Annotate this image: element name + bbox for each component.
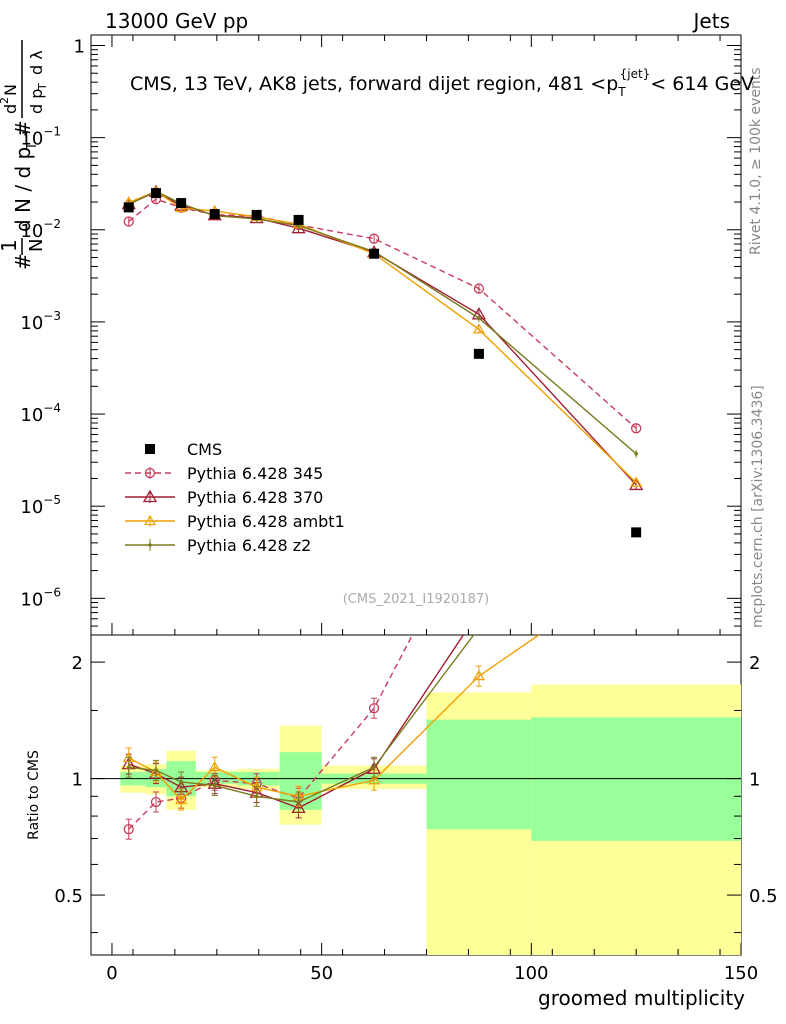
series-marker [472, 323, 485, 334]
ratio-marker [208, 761, 221, 772]
stat-uncertainty-band [426, 719, 532, 830]
cms-data-point [176, 198, 187, 209]
svg-text:1: 1 [0, 239, 21, 252]
ratio-marker [150, 796, 162, 808]
series-marker [368, 233, 380, 244]
ratio-marker [154, 768, 158, 773]
series-marker [473, 283, 485, 294]
y-tick-label: 10−5 [20, 493, 61, 518]
svg-text:d p: d p [27, 89, 46, 114]
ratio-marker [123, 824, 134, 835]
watermark: (CMS_2021_I1920187) [343, 592, 490, 607]
ratio-marker [126, 765, 131, 770]
cms-data-point [369, 248, 380, 259]
series-line-main [128, 198, 637, 429]
cms-data-point [293, 214, 304, 225]
legend-marker [148, 543, 152, 547]
svg-text:N: N [1, 84, 20, 96]
legend-marker [145, 444, 155, 454]
y-tick-label: 10−4 [20, 401, 61, 426]
legend-marker [142, 489, 158, 503]
legend-label: Pythia 6.428 370 [187, 488, 323, 507]
cms-data-point [251, 209, 262, 220]
legend-label: Pythia 6.428 ambt1 [187, 512, 345, 531]
ratio-marker [372, 765, 376, 770]
series-marker [123, 216, 134, 227]
series-marker [634, 452, 638, 456]
series-marker [631, 423, 642, 434]
series-line-main [128, 190, 637, 484]
y-tick-label: 10−1 [20, 125, 61, 150]
ratio-marker [368, 703, 380, 714]
ratio-tick-label: 2 [72, 653, 83, 674]
legend-label: Pythia 6.428 345 [187, 464, 323, 483]
legend-label: Pythia 6.428 z2 [187, 536, 311, 555]
y-tick-label: 10−2 [20, 217, 61, 242]
stat-uncertainty-band [531, 717, 741, 841]
svg-text:T: T [25, 142, 40, 151]
svg-text:N: N [26, 239, 47, 252]
ratio-marker [472, 669, 485, 681]
x-axis-label: groomed multiplicity [538, 986, 745, 1010]
series-marker [629, 477, 644, 491]
ratio-tick-label-right: 2 [749, 653, 760, 674]
svg-text:d λ: d λ [27, 50, 46, 75]
legend-marker [144, 467, 156, 479]
chart-title: CMS, 13 TeV, AK8 jets, forward dijet reg… [130, 67, 754, 99]
ratio-marker [175, 793, 188, 805]
legend-marker [143, 514, 157, 526]
svg-text:d: d [1, 104, 20, 114]
ratio-marker [254, 794, 259, 799]
cms-data-point [209, 209, 220, 220]
cms-data-point [473, 348, 484, 359]
y-tick-label: 10−3 [20, 309, 61, 334]
svg-text:2: 2 [0, 97, 11, 104]
y-tick-label: 10−6 [20, 585, 61, 610]
cms-data-point [123, 202, 134, 213]
header-category: Jets [692, 9, 730, 33]
ratio-y-label: Ratio to CMS [26, 750, 42, 840]
legend-label: CMS [187, 440, 222, 459]
svg-text:#: # [11, 253, 35, 270]
ratio-tick-label-right: 0.5 [749, 886, 778, 907]
y-axis-label: # 1 N d N / d p T # d 2 N d p T d λ [0, 40, 49, 270]
ratio-marker [179, 780, 183, 784]
series-marker [477, 316, 481, 320]
cms-data-point [151, 188, 161, 199]
ratio-tick-label: 1 [72, 770, 83, 791]
header-process: 13000 GeV pp [105, 9, 248, 33]
cms-data-point [631, 527, 642, 538]
x-tick-label: 150 [724, 963, 758, 984]
ratio-marker [368, 774, 381, 785]
svg-text:T: T [36, 83, 49, 91]
stat-uncertainty-band [195, 771, 238, 784]
ratio-marker [296, 800, 301, 804]
svg-text:d N / d p: d N / d p [11, 147, 35, 232]
rivet-label: Rivet 4.1.0, ≥ 100k events [748, 67, 764, 255]
series-marker [630, 476, 643, 487]
svg-text:#: # [11, 120, 35, 137]
ratio-tick-label: 0.5 [54, 886, 83, 907]
mcplots-label: mcplots.cern.ch [arXiv:1306.3436] [750, 385, 766, 628]
x-tick-label: 100 [514, 963, 548, 984]
ratio-marker [212, 783, 217, 788]
y-tick-label: 1 [74, 36, 85, 57]
series-line-main [128, 190, 637, 455]
ratio-tick-label-right: 1 [749, 770, 760, 791]
x-tick-label: 0 [106, 963, 117, 984]
x-tick-label: 50 [310, 963, 333, 984]
